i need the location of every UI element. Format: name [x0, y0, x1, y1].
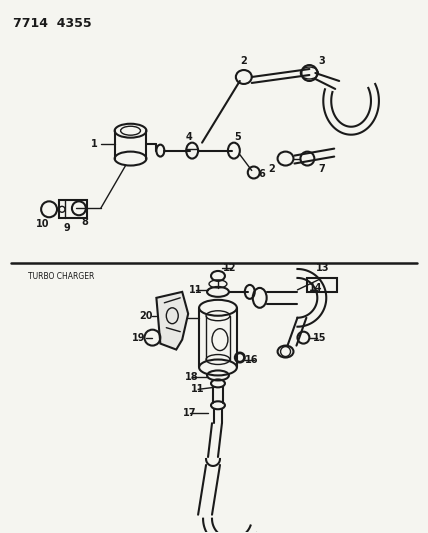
- Text: 4: 4: [186, 132, 193, 142]
- Text: 11: 11: [189, 285, 203, 295]
- Bar: [59, 200, 87, 218]
- Text: TURBO CHARGER: TURBO CHARGER: [28, 272, 94, 281]
- Text: 10: 10: [36, 219, 50, 229]
- Text: 15: 15: [312, 333, 326, 343]
- Text: 13: 13: [315, 263, 329, 273]
- Text: 20: 20: [140, 311, 153, 321]
- Text: 19: 19: [132, 333, 145, 343]
- Text: 3: 3: [318, 56, 325, 66]
- Text: 7: 7: [318, 164, 325, 174]
- Text: 1: 1: [92, 139, 98, 149]
- Text: 2: 2: [268, 164, 275, 174]
- Text: 2: 2: [241, 56, 247, 66]
- Text: 18: 18: [185, 373, 199, 382]
- Text: 7714  4355: 7714 4355: [13, 17, 92, 30]
- Text: 17: 17: [184, 408, 197, 418]
- Text: 14: 14: [309, 283, 322, 293]
- Text: 12: 12: [223, 263, 237, 273]
- Text: 5: 5: [235, 132, 241, 142]
- Text: 16: 16: [245, 354, 259, 365]
- Bar: [307, 278, 337, 292]
- Text: 6: 6: [259, 169, 265, 180]
- Polygon shape: [156, 292, 188, 350]
- Text: 11: 11: [191, 384, 205, 394]
- Text: 9: 9: [64, 223, 70, 233]
- Text: 8: 8: [81, 217, 88, 227]
